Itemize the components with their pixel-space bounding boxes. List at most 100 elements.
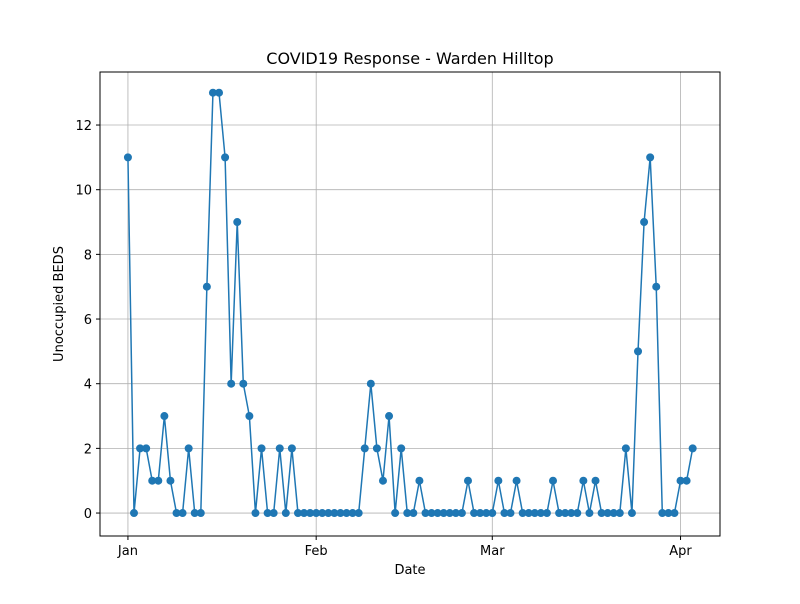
data-point [397, 444, 406, 453]
y-tick-label: 10 [75, 184, 92, 199]
data-point [415, 476, 424, 485]
data-point [348, 509, 357, 518]
data-point [142, 444, 151, 453]
data-point [676, 476, 685, 485]
data-point [208, 88, 217, 97]
data-point [336, 509, 345, 518]
data-point [130, 509, 139, 518]
data-point [287, 444, 296, 453]
data-point [470, 509, 479, 518]
data-point [688, 444, 697, 453]
data-point [451, 509, 460, 518]
data-point [215, 88, 224, 97]
data-point [524, 509, 533, 518]
data-point [494, 476, 503, 485]
x-tick-label: Mar [480, 544, 505, 559]
x-axis-label: Date [394, 563, 425, 578]
y-tick-label: 4 [84, 378, 92, 393]
data-point [621, 444, 630, 453]
data-point [536, 509, 545, 518]
data-point [476, 509, 485, 518]
y-tick-label: 8 [84, 248, 92, 263]
data-point [445, 509, 454, 518]
data-point [512, 476, 521, 485]
data-point [136, 444, 145, 453]
data-point [403, 509, 412, 518]
data-point [634, 347, 643, 356]
data-point [300, 509, 309, 518]
data-point [463, 476, 472, 485]
data-point [354, 509, 363, 518]
data-point [312, 509, 321, 518]
data-point [306, 509, 315, 518]
data-point [360, 444, 369, 453]
data-point [518, 509, 527, 518]
data-point [281, 509, 290, 518]
data-point [500, 509, 509, 518]
data-point [409, 509, 418, 518]
data-point [372, 444, 381, 453]
data-point [603, 509, 612, 518]
y-tick-label: 12 [75, 119, 92, 134]
data-point [682, 476, 691, 485]
data-point [148, 476, 157, 485]
data-point [488, 509, 497, 518]
data-point [421, 509, 430, 518]
data-point [652, 282, 661, 291]
data-point [196, 509, 205, 518]
data-point [172, 509, 181, 518]
y-tick-label: 6 [84, 313, 92, 328]
data-point [482, 509, 491, 518]
data-point [427, 509, 436, 518]
data-point [439, 509, 448, 518]
data-point [457, 509, 466, 518]
data-point [378, 476, 387, 485]
data-point [257, 444, 266, 453]
y-tick-label: 2 [84, 442, 92, 457]
data-point [549, 476, 558, 485]
data-point [433, 509, 442, 518]
data-point [664, 509, 673, 518]
data-point [251, 509, 260, 518]
data-point [609, 509, 618, 518]
x-tick-label: Jan [117, 544, 138, 559]
data-point [597, 509, 606, 518]
data-point [190, 509, 199, 518]
data-point [627, 509, 636, 518]
data-point [330, 509, 339, 518]
data-point [263, 509, 272, 518]
data-point [275, 444, 284, 453]
data-point [646, 153, 655, 162]
data-point [579, 476, 588, 485]
data-point [184, 444, 193, 453]
data-point [567, 509, 576, 518]
data-point [233, 218, 242, 227]
data-point [324, 509, 333, 518]
data-point [391, 509, 400, 518]
data-point [318, 509, 327, 518]
data-point [221, 153, 230, 162]
data-point [154, 476, 163, 485]
x-tick-label: Apr [669, 544, 692, 559]
data-point [160, 412, 169, 421]
data-point [585, 509, 594, 518]
data-point [239, 379, 248, 388]
data-point [658, 509, 667, 518]
y-axis-label: Unoccupied BEDS [52, 246, 67, 362]
data-point [366, 379, 375, 388]
data-point [245, 412, 254, 421]
data-point [573, 509, 582, 518]
data-point [530, 509, 539, 518]
data-point [385, 412, 394, 421]
data-point [178, 509, 187, 518]
data-point [591, 476, 600, 485]
data-point [202, 282, 211, 291]
data-point [561, 509, 570, 518]
chart-title: COVID19 Response - Warden Hilltop [266, 49, 553, 68]
data-point [227, 379, 236, 388]
plot-frame [99, 71, 721, 537]
data-point [166, 476, 175, 485]
data-point [670, 509, 679, 518]
